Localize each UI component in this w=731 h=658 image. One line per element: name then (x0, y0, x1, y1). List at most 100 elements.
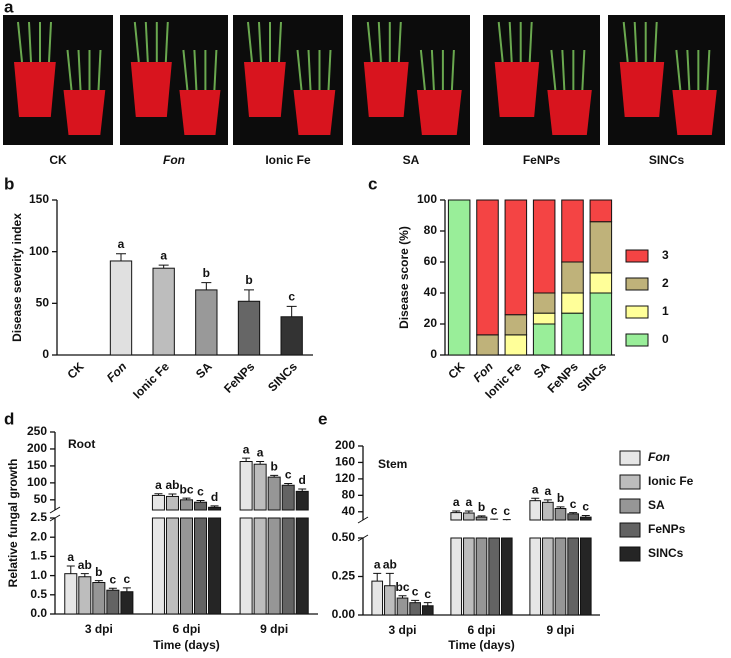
legend-swatch (619, 450, 641, 466)
y-tick-label: 0.25 (332, 569, 356, 583)
pot (130, 62, 172, 117)
seedling (213, 49, 218, 91)
bar (280, 316, 303, 356)
significance-letter: b (95, 565, 102, 579)
seedling (307, 49, 312, 91)
tissue-label: Root (68, 437, 95, 451)
seedling (278, 21, 282, 63)
significance-letter: b (478, 500, 485, 514)
significance-letter: d (211, 490, 218, 504)
significance-letter: b (203, 266, 210, 280)
error-bar (569, 512, 578, 514)
y-tick-label: 60 (424, 254, 438, 268)
legend-label: 3 (662, 248, 669, 262)
bar (542, 501, 554, 521)
bar (195, 289, 218, 356)
bar (579, 537, 592, 616)
error-bar (256, 461, 265, 465)
bar (179, 517, 194, 615)
x-tick-label: CK (65, 359, 87, 381)
y-tick-label: 250 (27, 424, 47, 438)
pot (363, 62, 409, 117)
error-bar (502, 519, 511, 521)
bar (64, 573, 78, 615)
error-bar (242, 457, 251, 462)
significance-letter: c (197, 485, 204, 499)
significance-letter: c (582, 500, 589, 514)
seedling (327, 49, 332, 91)
bar (295, 490, 309, 511)
seedling (430, 49, 435, 91)
seedling (66, 49, 73, 91)
y-tick-label: 1.0 (30, 568, 47, 582)
bar (281, 517, 295, 615)
x-tick-label: 6 dpi (172, 622, 200, 636)
seedling (377, 21, 382, 63)
legend-swatch (619, 474, 641, 490)
y-tick-label: 2.5 (30, 510, 47, 524)
bar (92, 582, 106, 615)
bar (463, 512, 475, 521)
bar (267, 517, 281, 615)
x-tick-label: SINCs (574, 359, 609, 394)
significance-letter: bc (395, 580, 409, 594)
seedling (97, 49, 102, 91)
significance-letter: a (67, 550, 74, 564)
bar-segment (476, 334, 499, 356)
y-tick-label: 80 (424, 223, 438, 237)
bar (384, 585, 396, 616)
pot (63, 90, 106, 135)
significance-letter: c (124, 572, 131, 586)
bar (295, 517, 309, 615)
photo-label: FeNPs (523, 153, 561, 167)
y-tick-label: 120 (335, 471, 355, 485)
bar (567, 513, 579, 521)
bar (488, 537, 500, 616)
seedling (48, 21, 52, 63)
bar (475, 516, 488, 521)
error-bar (182, 497, 191, 500)
bar (567, 537, 579, 616)
seedling (622, 21, 629, 63)
y-tick-label: 200 (335, 438, 355, 452)
error-bar (398, 595, 407, 599)
bar (165, 517, 179, 615)
seedling (193, 49, 198, 91)
x-tick-label: 6 dpi (467, 623, 495, 637)
bar-segment (561, 292, 584, 314)
significance-letter: d (299, 473, 306, 487)
bar-segment (589, 292, 613, 356)
x-tick-label: SINCs (265, 359, 300, 394)
error-bar (477, 515, 486, 518)
error-bar (373, 572, 382, 582)
photo-label: SA (403, 153, 420, 167)
bar (554, 507, 567, 521)
x-tick-label: FeNPs (221, 359, 258, 396)
legend-label: SINCs (648, 546, 684, 560)
y-tick-label: 0.50 (332, 530, 356, 544)
bar-segment (504, 314, 528, 336)
y-tick-label: 20 (424, 316, 438, 330)
photo-label: SINCs (649, 153, 685, 167)
bar (396, 597, 409, 616)
error-bar (196, 500, 205, 503)
legend-label: SA (648, 498, 665, 512)
significance-letter: c (412, 585, 419, 599)
pot (179, 90, 221, 135)
x-tick-label: 9 dpi (260, 622, 288, 636)
seedling (182, 49, 189, 91)
error-bar (490, 518, 499, 520)
error-bar (168, 493, 177, 497)
x-axis-title: Time (days) (448, 638, 514, 652)
bar (450, 512, 463, 521)
significance-letter: a (374, 558, 381, 572)
significance-letter: c (110, 572, 117, 586)
error-bar (411, 599, 420, 603)
significance-letter: a (532, 482, 539, 496)
bar-segment (532, 199, 556, 294)
x-tick-label: 3 dpi (388, 623, 416, 637)
panel-label: e (318, 409, 327, 428)
significance-letter: ab (165, 478, 179, 492)
significance-letter: b (270, 460, 277, 474)
bar (239, 461, 253, 511)
